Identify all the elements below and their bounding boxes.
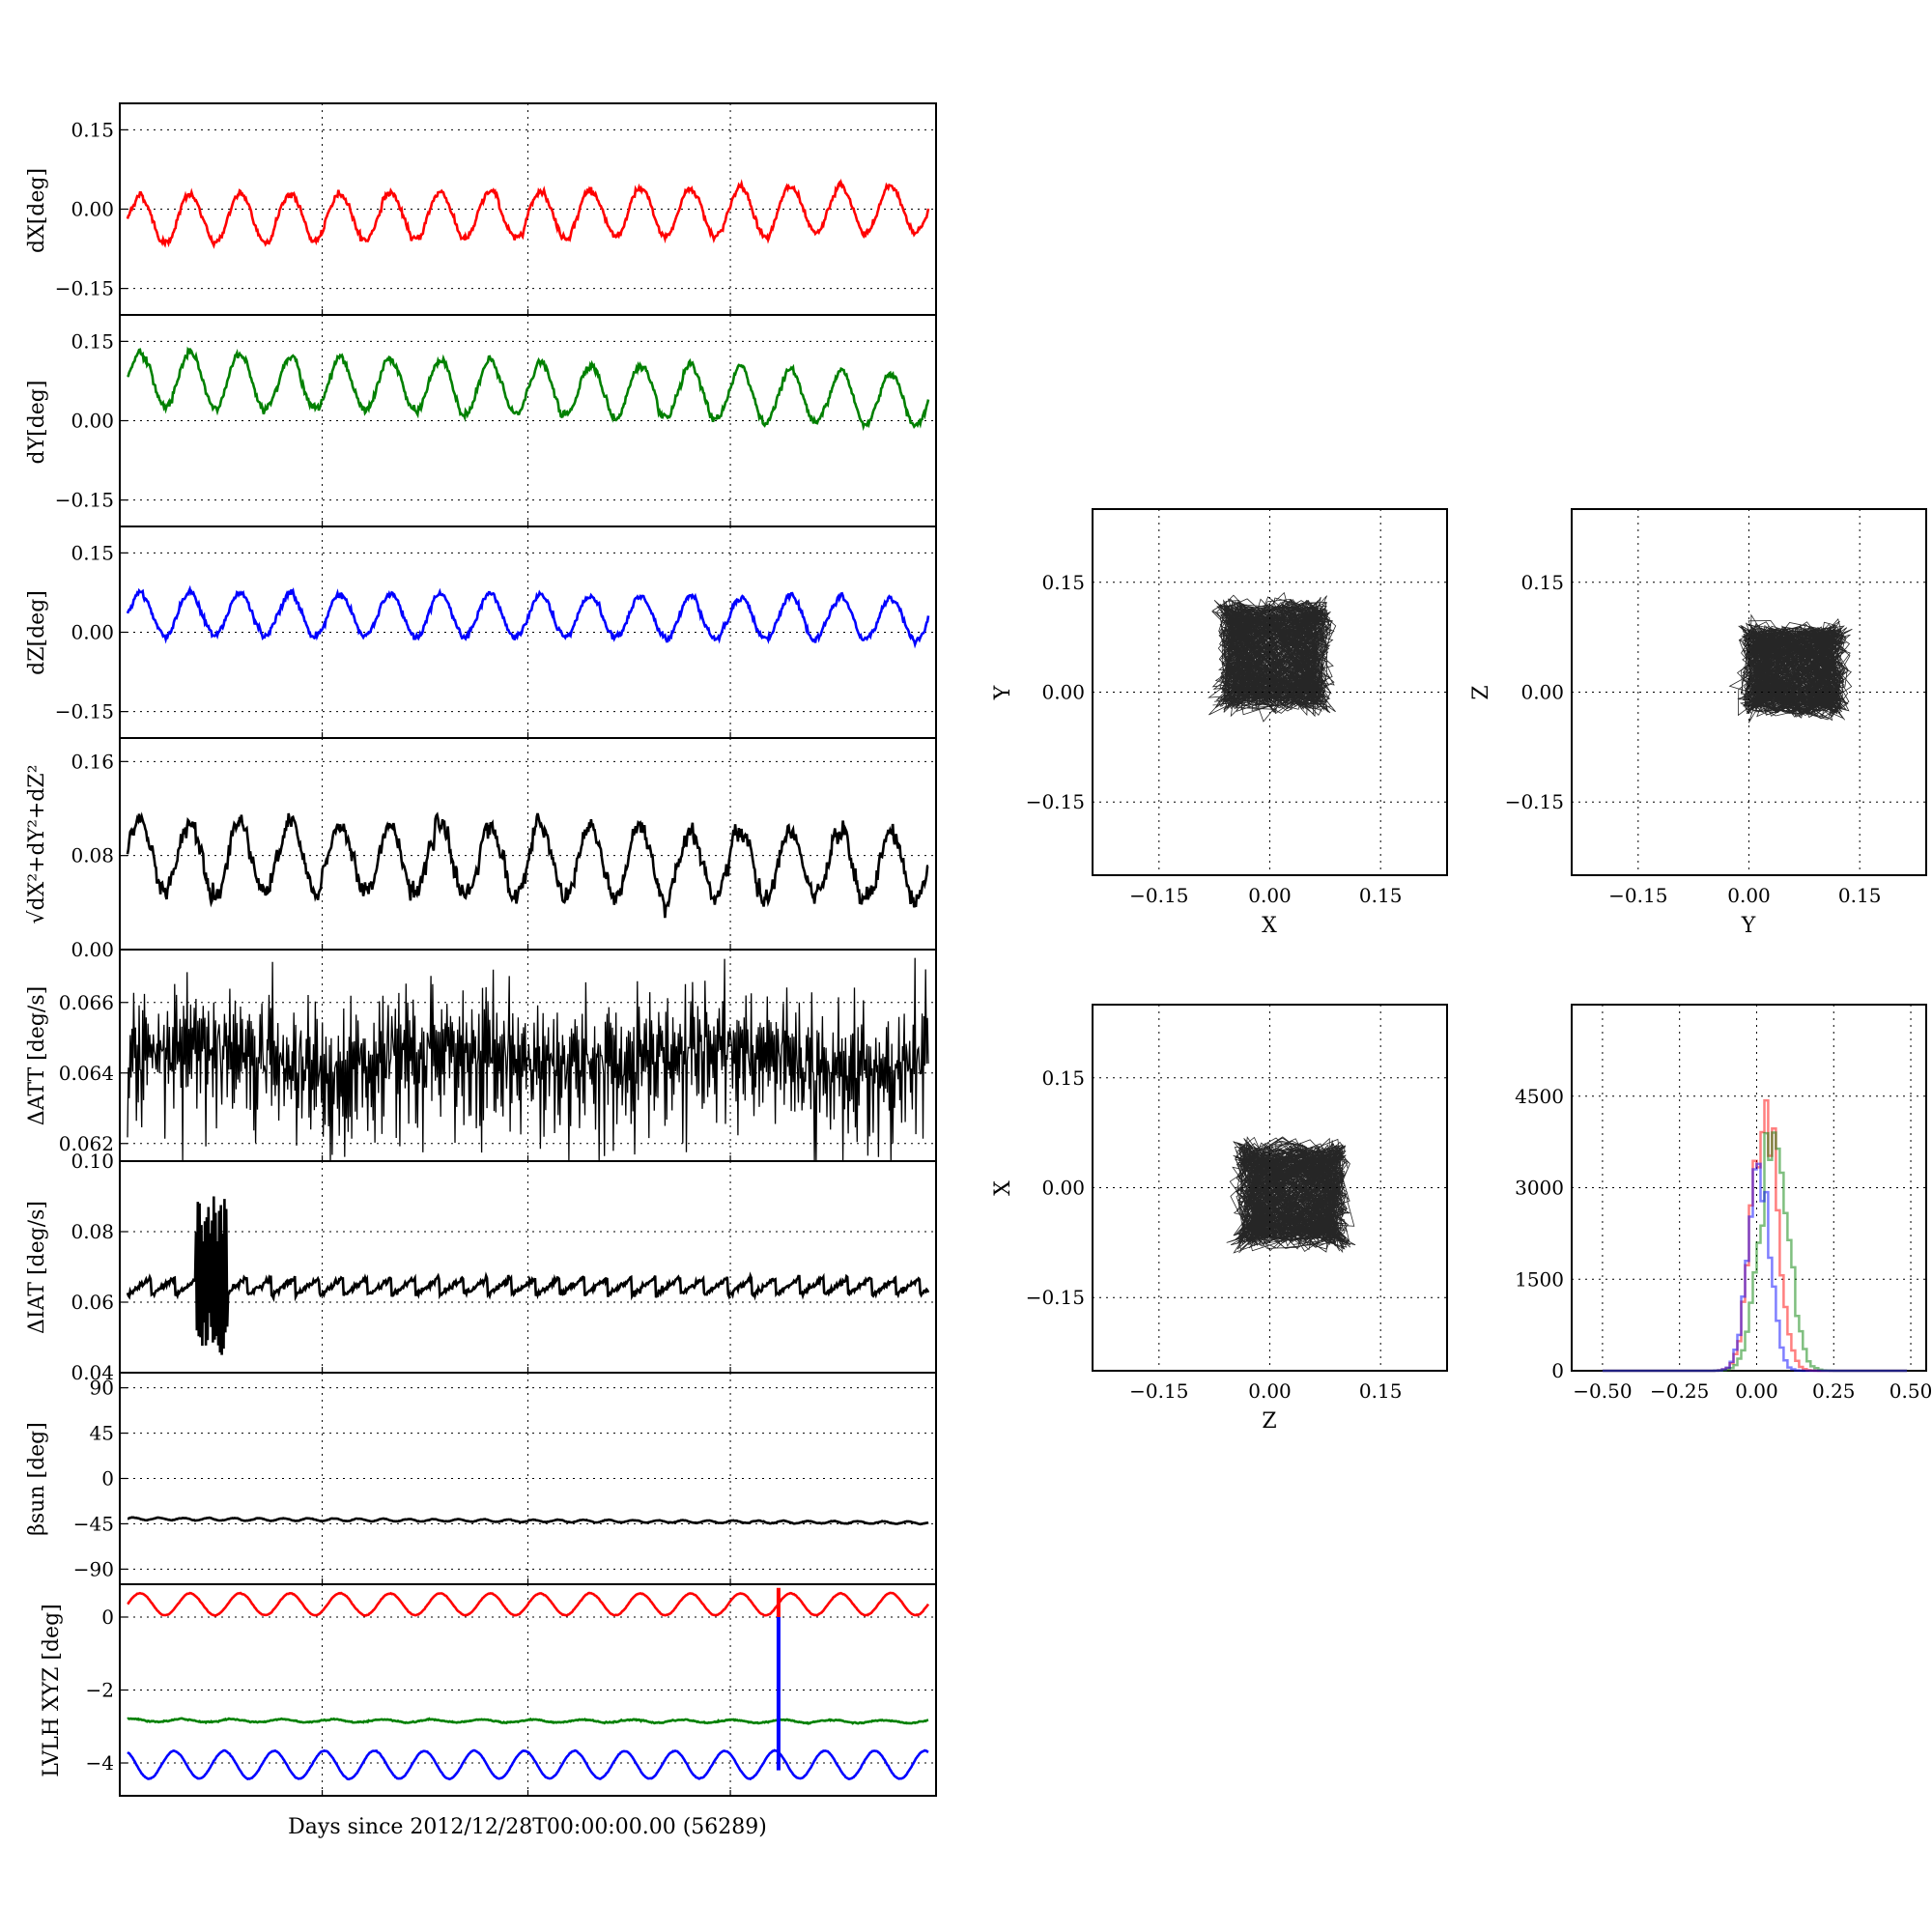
ytick-label: 0 xyxy=(101,1467,114,1491)
ytick-label: 0.15 xyxy=(71,541,114,564)
ytick-label: 0.10 xyxy=(71,1150,114,1173)
ytick-label: 0.00 xyxy=(1520,681,1564,704)
ytick-label: 0.00 xyxy=(71,198,114,221)
trajectory-yz xyxy=(1728,613,1853,724)
ytick-label: 0.15 xyxy=(71,329,114,353)
hist-series-0 xyxy=(1602,1098,1908,1373)
ytick-label: −0.15 xyxy=(1505,790,1564,813)
ylabel-mag: √dX²+dY²+dZ² xyxy=(25,764,49,923)
xtick-label: 0.25 xyxy=(1812,1379,1856,1403)
panel-yz: Y Z −0.15 0.00 0.15 0.15 0.00 −0.15 xyxy=(1469,508,1927,938)
ytick-label: 0.00 xyxy=(71,621,114,644)
xtick-label: 0.50 xyxy=(1889,1379,1932,1403)
panel-dz: dZ[deg] 0.15 0.00 −0.15 xyxy=(25,526,937,739)
panel-dx: dX[deg] 0.15 0.00 −0.15 xyxy=(25,102,937,316)
xtick-label: 0.15 xyxy=(1838,884,1882,907)
ytick-label: 0.06 xyxy=(71,1291,114,1314)
xtick-label: −0.15 xyxy=(1129,1379,1188,1403)
ytick-label: 1500 xyxy=(1515,1267,1564,1291)
xtick-label: −0.50 xyxy=(1573,1379,1632,1403)
xlabel-xy: X xyxy=(1262,914,1277,938)
ytick-label: 0.064 xyxy=(59,1062,114,1085)
series-line-datt-0 xyxy=(127,957,929,1162)
ytick-label: 4500 xyxy=(1515,1085,1564,1108)
ytick-label: 0.00 xyxy=(71,410,114,433)
series-line-dx-0 xyxy=(126,178,930,249)
xtick-label: 0.00 xyxy=(1735,1379,1778,1403)
series-line-dz-0 xyxy=(126,584,930,649)
panel-beta: βsun [deg] 90 45 0 −45 −90 xyxy=(25,1372,937,1585)
ytick-label: 0.062 xyxy=(59,1132,114,1155)
panel-dy: dY[deg] 0.15 0.00 −0.15 xyxy=(25,314,937,527)
ytick-label: 0.00 xyxy=(1041,681,1085,704)
ytick-label: −0.15 xyxy=(55,489,114,512)
panel-mag: √dX²+dY²+dZ² 0.16 0.08 0.00 xyxy=(25,737,937,961)
ytick-label: −0.15 xyxy=(55,700,114,724)
xtick-label: 0.00 xyxy=(1727,884,1771,907)
ylabel-yz: Z xyxy=(1469,685,1493,699)
xtick-label: 0.15 xyxy=(1359,884,1403,907)
ytick-label: −90 xyxy=(73,1557,114,1580)
xtick-label: −0.25 xyxy=(1650,1379,1709,1403)
xlabel-zx: Z xyxy=(1262,1409,1276,1434)
ytick-label: 0.08 xyxy=(71,1220,114,1243)
trajectory-zx xyxy=(1226,1136,1356,1254)
ytick-label: 0 xyxy=(101,1605,114,1629)
ylabel-dz: dZ[deg] xyxy=(25,590,49,675)
ylabel-zx: X xyxy=(991,1180,1015,1196)
panel-datt: ΔATT [deg/s] 0.066 0.064 0.062 xyxy=(25,949,937,1162)
ytick-label: −0.15 xyxy=(1026,1286,1085,1309)
series-line-lvlh-1 xyxy=(127,1717,929,1725)
ytick-label: −4 xyxy=(86,1751,114,1775)
ytick-label: 0.00 xyxy=(71,938,114,961)
xtick-label: −0.15 xyxy=(1129,884,1188,907)
panel-lvlh: LVLH XYZ [deg] Days since 2012/12/28T00:… xyxy=(40,1583,937,1839)
ytick-label: 0.15 xyxy=(1041,1066,1085,1090)
ytick-label: −0.15 xyxy=(1026,790,1085,813)
xtick-label: −0.15 xyxy=(1608,884,1667,907)
ytick-label: 0.00 xyxy=(1041,1177,1085,1200)
ytick-label: 0.08 xyxy=(71,844,114,867)
panel-zx: Z X −0.15 0.00 0.15 0.15 0.00 −0.15 xyxy=(991,1004,1448,1434)
series-line-diat-0 xyxy=(126,1196,930,1355)
ylabel-beta: βsun [deg] xyxy=(25,1422,49,1536)
ytick-label: −0.15 xyxy=(55,277,114,300)
panel-diat: ΔIAT [deg/s] 0.10 0.08 0.06 0.04 xyxy=(25,1150,937,1384)
ytick-label: −45 xyxy=(73,1512,114,1535)
ytick-label: 0.15 xyxy=(1041,571,1085,594)
ytick-label: 3000 xyxy=(1515,1177,1564,1200)
ylabel-xy: Y xyxy=(991,685,1015,700)
ytick-label: 0.066 xyxy=(59,991,114,1014)
ytick-label: 0.16 xyxy=(71,750,114,773)
panel-xy: X Y −0.15 0.00 0.15 0.15 0.00 −0.15 xyxy=(991,508,1448,938)
ytick-label: 0.15 xyxy=(1520,571,1564,594)
ytick-label: 0.15 xyxy=(71,118,114,141)
ylabel-lvlh: LVLH XYZ [deg] xyxy=(40,1604,64,1777)
xtick-label: 0.15 xyxy=(1359,1379,1403,1403)
ylabel-datt: ΔATT [deg/s] xyxy=(25,986,49,1125)
series-line-lvlh-2 xyxy=(127,1748,929,1781)
ylabel-diat: ΔIAT [deg/s] xyxy=(25,1201,49,1334)
series-line-beta-0 xyxy=(128,1516,929,1526)
hist-series-2 xyxy=(1602,1162,1908,1373)
ylabel-dy: dY[deg] xyxy=(25,381,49,465)
xlabel-days: Days since 2012/12/28T00:00:00.00 (56289… xyxy=(288,1815,767,1839)
ytick-label: 45 xyxy=(90,1422,114,1445)
ylabel-dx: dX[deg] xyxy=(25,168,49,253)
xlabel-yz: Y xyxy=(1741,914,1756,938)
ytick-label: 90 xyxy=(90,1377,114,1400)
ytick-label: 0 xyxy=(1551,1359,1564,1382)
series-line-lvlh-0 xyxy=(127,1591,930,1617)
ytick-label: −2 xyxy=(86,1679,114,1702)
series-line-mag-0 xyxy=(126,811,929,919)
xtick-label: 0.00 xyxy=(1248,1379,1292,1403)
trajectory-xy xyxy=(1208,591,1337,723)
series-line-dy-0 xyxy=(126,346,930,432)
xtick-label: 0.00 xyxy=(1248,884,1292,907)
ytick-label: 0.04 xyxy=(71,1361,114,1384)
panel-hist: −0.50 −0.25 0.00 0.25 0.50 4500 3000 1500 0 xyxy=(1515,1004,1932,1403)
